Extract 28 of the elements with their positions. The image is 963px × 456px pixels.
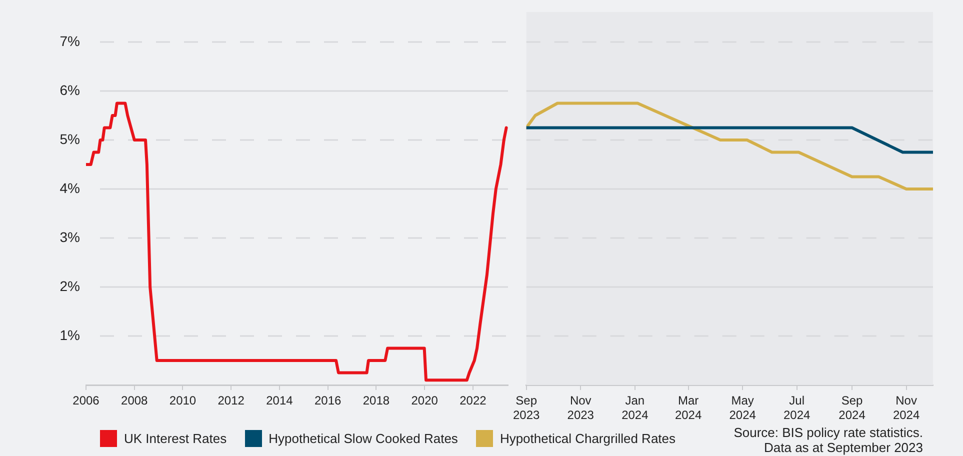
- x-tick-label: Jul 2024: [784, 394, 811, 422]
- x-tick-label: 2022: [460, 394, 487, 408]
- x-tick-label: May 2024: [729, 394, 756, 422]
- y-tick-label: 2%: [60, 278, 80, 294]
- x-tick-label: Nov 2023: [567, 394, 594, 422]
- x-tick-label: 2012: [218, 394, 245, 408]
- x-tick-label: 2008: [121, 394, 148, 408]
- y-tick-label: 1%: [60, 326, 80, 343]
- y-tick-label: 5%: [60, 130, 80, 147]
- x-tick-label: 2020: [411, 394, 438, 408]
- x-tick-label: Sep 2023: [512, 394, 540, 422]
- y-tick-label: 4%: [60, 180, 80, 196]
- x-tick-label: Jan 2024: [622, 394, 649, 422]
- x-tick-label: 2010: [169, 394, 196, 408]
- legend-label: UK Interest Rates: [124, 431, 227, 446]
- y-tick-label: 3%: [60, 228, 80, 245]
- x-tick-label: 2006: [72, 394, 100, 408]
- x-tick-label: Mar 2024: [674, 394, 702, 422]
- y-tick-label: 6%: [60, 82, 80, 98]
- x-tick-label: 2016: [314, 394, 342, 408]
- x-tick-label: 2018: [362, 394, 390, 408]
- legend-label: Hypothetical Slow Cooked Rates: [268, 431, 458, 446]
- source-note: Source: BIS policy rate statistics. Data as at September 2023: [732, 425, 923, 455]
- x-tick-label: Nov 2024: [892, 394, 920, 422]
- y-tick-label: 7%: [60, 32, 80, 49]
- legend-label: Hypothetical Chargrilled Rates: [500, 431, 676, 446]
- x-tick-label: 2014: [266, 394, 294, 408]
- x-tick-label: Sep 2024: [838, 394, 866, 422]
